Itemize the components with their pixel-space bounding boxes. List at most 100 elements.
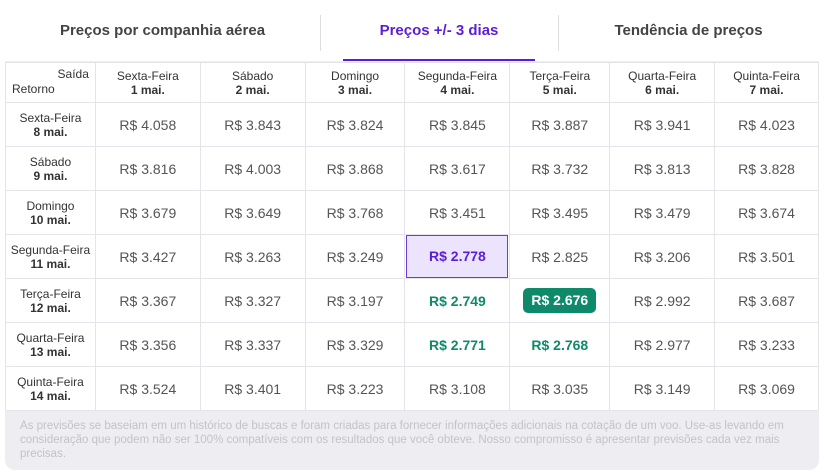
price-card: Preços por companhia aérea Preços +/- 3 … [5,5,819,470]
price-cell[interactable]: R$ 3.887 [509,102,611,147]
price-cell[interactable]: R$ 3.069 [714,366,819,411]
price-cell[interactable]: R$ 3.679 [94,190,201,235]
tab-active[interactable]: Preços +/- 3 dias [320,5,558,61]
price-cell[interactable]: R$ 3.824 [304,102,406,147]
row-header: Quarta-Feira 13 mai. [5,322,96,367]
date: 10 mai. [30,212,71,227]
corner-cell: Saída Retorno [5,62,96,103]
header-row: Saída Retorno Sexta-Feira 1 mai. Sábado 2 mai… [5,62,819,103]
column-header: Domingo 3 mai. [304,62,406,103]
price-row: Terça-Feira 12 mai. R$ 3.367 R$ 3.327 R$ 3.1… [5,278,819,323]
price-cell[interactable]: R$ 3.479 [609,190,716,235]
price-cell[interactable]: R$ 3.501 [714,234,819,279]
day: Sábado [231,68,274,83]
price-cell[interactable]: R$ 3.941 [609,102,716,147]
row-header: Terça-Feira 12 mai. [5,278,96,323]
price-cell[interactable]: R$ 2.768 [509,322,611,367]
price-cell[interactable]: R$ 3.223 [304,366,406,411]
return-label: Retorno [12,82,55,96]
price-cell[interactable]: R$ 3.263 [199,234,306,279]
price-cell[interactable]: R$ 4.058 [94,102,201,147]
separator [558,15,559,51]
disclaimer: As previsões se baseiam em um histórico … [20,420,784,460]
price-cell[interactable]: R$ 2.778 [404,234,511,279]
price-cell[interactable]: R$ 3.828 [714,146,819,191]
tab[interactable]: Preços por companhia aérea [59,22,266,39]
day: Quinta-Feira [17,374,84,389]
column-header: Sexta-Feira 1 mai. [94,62,201,103]
date: 6 mai. [645,82,680,97]
price-cell[interactable]: R$ 3.868 [304,146,406,191]
price-cell[interactable]: R$ 3.843 [199,102,306,147]
price-cell[interactable]: R$ 3.327 [199,278,306,323]
price-cell[interactable]: R$ 2.771 [404,322,511,367]
price-cell[interactable]: R$ 3.732 [509,146,611,191]
date: 12 mai. [30,300,71,315]
price-cell[interactable]: R$ 2.977 [609,322,716,367]
column-header: Sábado 2 mai. [199,62,306,103]
price-cell[interactable]: R$ 3.337 [199,322,306,367]
tab[interactable]: Tendência de preços [614,22,763,39]
price-cell[interactable]: R$ 3.649 [199,190,306,235]
price-row: Domingo 10 mai. R$ 3.679 R$ 3.649 R$ 3.768 R$… [5,190,819,235]
price-cell[interactable]: R$ 3.329 [304,322,406,367]
price-cell[interactable]: R$ 3.768 [304,190,406,235]
price-row: Sábado 9 mai. R$ 3.816 R$ 4.003 R$ 3.868 R$ 3… [5,146,819,191]
price-cell[interactable]: R$ 3.845 [404,102,511,147]
departure-label: Saída [57,67,89,81]
price-cell[interactable]: R$ 3.524 [94,366,201,411]
price-cell[interactable]: R$ 3.356 [94,322,201,367]
price-row: Sexta-Feira 8 mai. R$ 4.058 R$ 3.843 R$ 3.82… [5,102,819,147]
price: R$ 2.778 [406,235,509,278]
column-header: Quarta-Feira 6 mai. [609,62,716,103]
day: Quarta-Feira [16,330,85,345]
day: Quarta-Feira [628,68,697,83]
row-header: Domingo 10 mai. [5,190,96,235]
price-cell[interactable]: R$ 3.687 [714,278,819,323]
price-row: Segunda-Feira 11 mai. R$ 3.427 R$ 3.263 R$ 3… [5,234,819,279]
price-cell[interactable]: R$ 4.023 [714,102,819,147]
date: 14 mai. [30,388,71,403]
day: Terça-Feira [529,68,591,83]
price-cell[interactable]: R$ 3.495 [509,190,611,235]
row-header: Quinta-Feira 14 mai. [5,366,96,411]
day: Sexta-Feira [116,68,179,83]
price-cell[interactable]: R$ 3.816 [94,146,201,191]
day: Segunda-Feira [417,68,498,83]
price-cell[interactable]: R$ 3.674 [714,190,819,235]
day: Quinta-Feira [733,68,800,83]
price: R$ 2.676 [523,288,597,313]
price-cell[interactable]: R$ 3.427 [94,234,201,279]
column-header: Segunda-Feira 4 mai. [404,62,511,103]
price-cell[interactable]: R$ 3.367 [94,278,201,323]
price-cell[interactable]: R$ 2.749 [404,278,511,323]
column-header: Terça-Feira 5 mai. [509,62,611,103]
column-header: Quinta-Feira 7 mai. [714,62,819,103]
day: Domingo [26,198,75,213]
price-cell[interactable]: R$ 2.992 [609,278,716,323]
price-table: Saída Retorno Sexta-Feira 1 mai. Sábado 2 mai… [5,62,819,411]
price-cell[interactable]: R$ 3.233 [714,322,819,367]
date: 4 mai. [440,82,475,97]
tab-bar: Preços por companhia aérea Preços +/- 3 … [5,5,819,61]
price-cell[interactable]: R$ 2.825 [509,234,611,279]
date: 9 mai. [33,168,68,183]
price-cell[interactable]: R$ 3.813 [609,146,716,191]
price-cell[interactable]: R$ 3.035 [509,366,611,411]
date: 7 mai. [749,82,784,97]
price-cell[interactable]: R$ 3.197 [304,278,406,323]
day: Sexta-Feira [19,110,82,125]
price-cell[interactable]: R$ 4.003 [199,146,306,191]
price-cell[interactable]: R$ 3.617 [404,146,511,191]
date: 5 mai. [542,82,577,97]
price-cell[interactable]: R$ 3.108 [404,366,511,411]
price-cell[interactable]: R$ 3.401 [199,366,306,411]
date: 13 mai. [30,344,71,359]
row-header: Segunda-Feira 11 mai. [5,234,96,279]
price-cell[interactable]: R$ 3.451 [404,190,511,235]
price-cell[interactable]: R$ 3.206 [609,234,716,279]
day: Terça-Feira [20,286,81,301]
price-cell[interactable]: R$ 3.149 [609,366,716,411]
price-cell[interactable]: R$ 2.676 [509,278,611,323]
price-cell[interactable]: R$ 3.249 [304,234,406,279]
